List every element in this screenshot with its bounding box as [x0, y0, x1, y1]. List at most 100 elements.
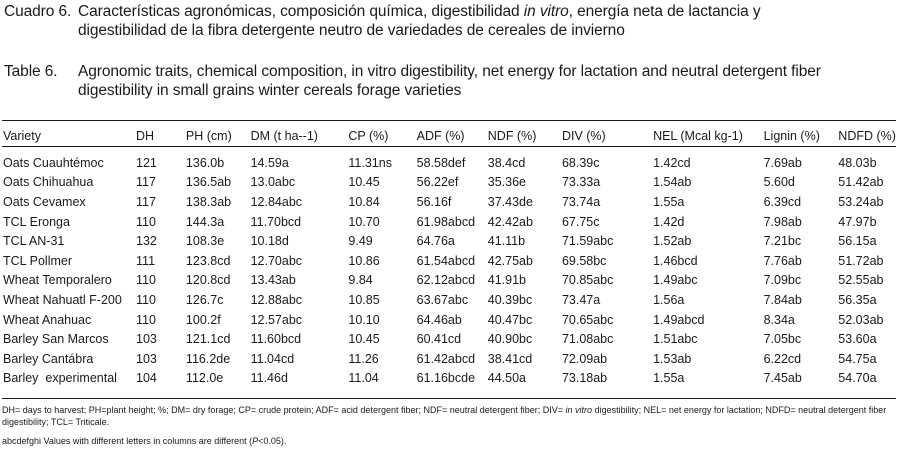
value-cell: 12.88abc: [250, 292, 303, 307]
value-cell: 110: [136, 312, 156, 327]
table-row: Barley experimental 104 112.0e 11.46d 11.04 6…: [2, 369, 896, 389]
value-cell: 62.12abcd: [416, 273, 476, 288]
value-cell: 13.0abc: [250, 175, 296, 190]
caption-english: Table 6. Agronomic traits, chemical comp…: [4, 62, 888, 100]
value-cell: 11.46d: [250, 371, 288, 386]
value-cell: 51.42ab: [838, 175, 884, 190]
caption-spanish-line1-b: , energía neta de lactancia y: [568, 3, 761, 20]
variety-cell: Wheat Nahuatl F-200: [3, 292, 122, 307]
value-cell: 10.86: [348, 253, 380, 268]
value-cell: 136.0b: [185, 155, 225, 170]
variety-cell: Barley experimental: [3, 371, 117, 386]
value-cell: 73.47a: [561, 292, 601, 307]
value-cell: 11.70bcd: [250, 214, 302, 229]
table-row: TCL AN-31 132 108.3e 10.18d 9.49 64.76a 41.11b…: [2, 231, 896, 251]
value-cell: 1.56a: [653, 292, 685, 307]
value-cell: 56.16f: [416, 194, 452, 209]
value-cell: 1.53ab: [653, 351, 692, 366]
value-cell: 10.10: [348, 312, 380, 327]
value-cell: 14.59a: [250, 155, 289, 170]
value-cell: 126.7c: [185, 292, 224, 307]
significance-text-b: <0.05).: [258, 436, 287, 446]
value-cell: 1.42cd: [653, 155, 691, 170]
caption-spanish-text: Características agronómicas, composición…: [78, 2, 888, 40]
value-cell: 1.46bcd: [653, 253, 698, 268]
value-cell: 40.90bc: [487, 332, 533, 347]
value-cell: 67.75c: [561, 214, 600, 229]
value-cell: 100.2f: [185, 312, 221, 327]
value-cell: 72.09ab: [561, 351, 608, 366]
value-cell: 117: [136, 175, 156, 190]
value-cell: 54.75a: [838, 351, 877, 366]
significance-text-a: abcdefghi Values with different letters …: [2, 436, 253, 446]
value-cell: 40.47bc: [487, 312, 533, 327]
variety-cell: Oats Cevamex: [3, 194, 86, 209]
value-cell: 12.57abc: [250, 312, 303, 327]
value-cell: 1.49abcd: [653, 312, 705, 327]
value-cell: 63.67abc: [416, 292, 469, 307]
table-top-rule: [2, 120, 896, 121]
value-cell: 10.85: [348, 292, 380, 307]
value-cell: 108.3e: [185, 234, 225, 249]
value-cell: 60.41cd: [416, 332, 462, 347]
table-row: Barley San Marcos 103 121.1cd 11.60bcd 10.45…: [2, 329, 896, 349]
value-cell: 10.45: [348, 175, 380, 190]
value-cell: 51.72ab: [838, 253, 884, 268]
variety-cell: TCL Pollmer: [3, 253, 72, 268]
value-cell: 1.49abc: [653, 273, 698, 288]
table-row: Wheat Anahuac 110 100.2f 12.57abc 10.10 64.46…: [2, 310, 896, 330]
table-bottom-rule: [2, 398, 896, 399]
column-header: ADF (%): [416, 128, 465, 143]
caption-english-text: Agronomic traits, chemical composition, …: [78, 62, 888, 100]
value-cell: 110: [136, 292, 156, 307]
value-cell: 10.70: [348, 214, 380, 229]
value-cell: 116.2de: [185, 351, 231, 366]
value-cell: 35.36e: [487, 175, 526, 190]
value-cell: 47.97b: [838, 214, 877, 229]
value-cell: 138.3ab: [185, 194, 232, 209]
table-body: Oats Cuauhtémoc 121 136.0b 14.59a 11.31ns 58.…: [2, 149, 896, 388]
value-cell: 144.3a: [185, 214, 225, 229]
column-header: DIV (%): [561, 128, 606, 143]
value-cell: 64.76a: [416, 234, 455, 249]
value-cell: 73.33a: [561, 175, 601, 190]
value-cell: 56.35a: [838, 292, 877, 307]
value-cell: 52.03ab: [838, 312, 884, 327]
caption-spanish-line2: digestibilidad de la fibra detergente ne…: [78, 22, 625, 39]
table-row: Oats Cuauhtémoc 121 136.0b 14.59a 11.31ns 58.…: [2, 153, 896, 173]
value-cell: 123.8cd: [185, 253, 231, 268]
value-cell: 48.03b: [838, 155, 877, 170]
significance-italic: P: [252, 436, 259, 446]
table-row: Wheat Temporalero 110 120.8cd 13.43ab 9.84 62…: [2, 271, 896, 291]
value-cell: 56.22ef: [416, 175, 459, 190]
variety-cell: TCL AN-31: [3, 234, 65, 249]
value-cell: 61.42abcd: [416, 351, 476, 366]
column-header: CP (%): [348, 128, 389, 143]
variety-cell: Wheat Anahuac: [3, 312, 92, 327]
value-cell: 10.18d: [250, 234, 289, 249]
variety-cell: Oats Cuauhtémoc: [3, 155, 104, 170]
variety-cell: TCL Eronga: [3, 214, 70, 229]
variety-cell: Barley Cantábra: [3, 351, 94, 366]
table-header-rule: [2, 146, 896, 147]
value-cell: 7.76ab: [763, 253, 802, 268]
abbreviations-note: DH= days to harvest; PH=plant height; %;…: [2, 404, 896, 428]
value-cell: 11.04cd: [250, 351, 295, 366]
value-cell: 132: [136, 234, 157, 249]
value-cell: 61.98abcd: [416, 214, 476, 229]
abbrev-text-a: DH= days to harvest; PH=plant height; %;…: [2, 405, 566, 415]
table-row: Barley Cantábra 103 116.2de 11.04cd 11.26 61.…: [2, 349, 896, 369]
abbrev-text-b: digestibility; NEL= net energy for lacta…: [2, 405, 887, 427]
column-header: PH (cm): [185, 128, 232, 143]
value-cell: 6.22cd: [763, 351, 802, 366]
value-cell: 41.91b: [487, 273, 526, 288]
variety-cell: Wheat Temporalero: [3, 273, 112, 288]
value-cell: 40.39bc: [487, 292, 533, 307]
value-cell: 38.4cd: [487, 155, 526, 170]
value-cell: 61.16bcde: [416, 371, 476, 386]
variety-cell: Oats Chihuahua: [3, 175, 94, 190]
value-cell: 70.65abc: [561, 312, 614, 327]
value-cell: 12.70abc: [250, 253, 303, 268]
caption-english-line1: Agronomic traits, chemical composition, …: [78, 63, 821, 80]
value-cell: 7.21bc: [763, 234, 802, 249]
